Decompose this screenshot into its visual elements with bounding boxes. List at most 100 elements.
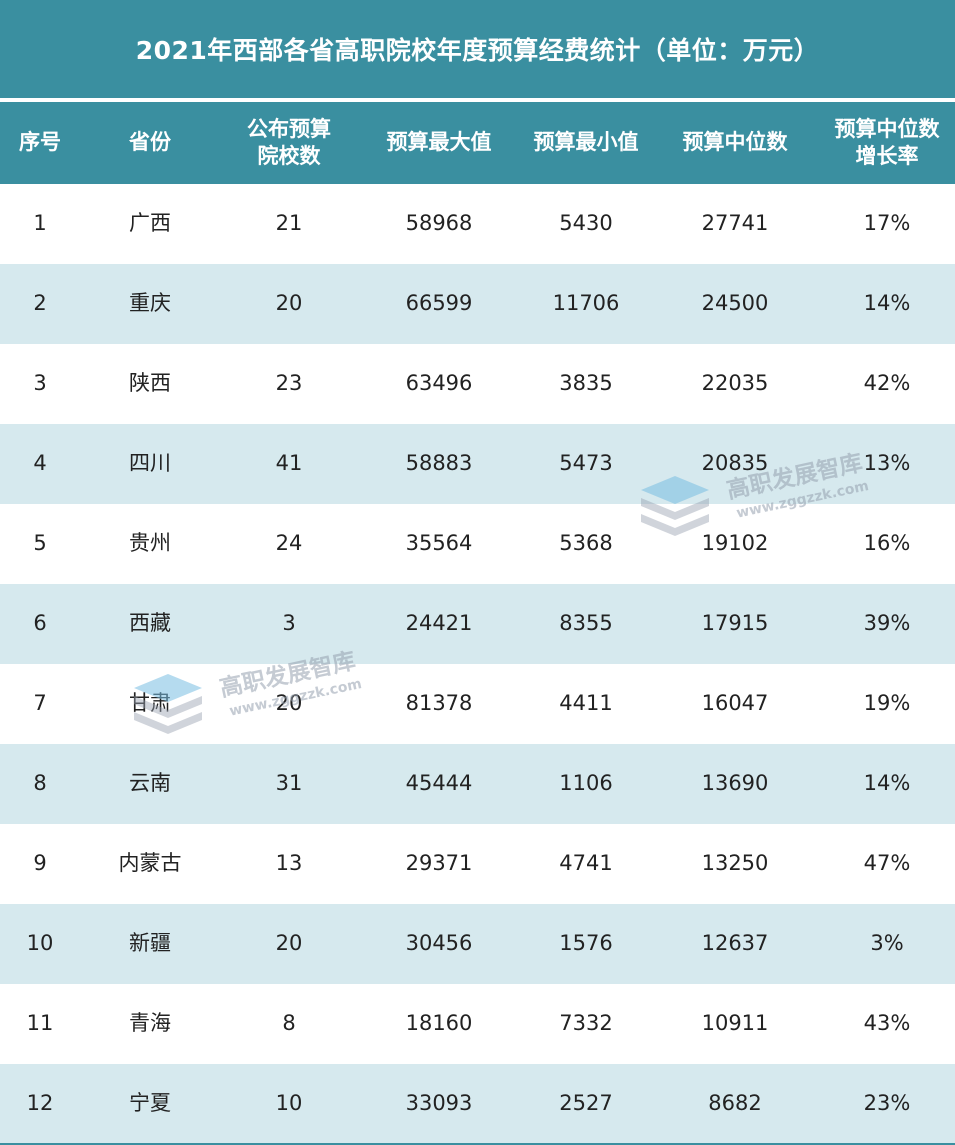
cell-col-province: 新疆 [129, 931, 171, 956]
cell-col-median-growth: 14% [863, 291, 911, 316]
cell-col-median-growth: 17% [863, 211, 911, 236]
cell-col-school-count: 21 [275, 211, 303, 236]
header-col-budget-min: 预算最小值 [511, 102, 661, 184]
cell-col-budget-min: 5368 [559, 531, 613, 556]
cell-col-budget-min: 11706 [552, 291, 620, 316]
cell-col-index: 9 [33, 851, 47, 876]
header-text: 公布预算 [247, 116, 331, 141]
cell-col-school-count: 20 [275, 691, 303, 716]
cell-col-index: 2 [33, 291, 47, 316]
cell-col-school-count: 20 [275, 291, 303, 316]
cell-col-budget-median: 27741 [701, 211, 769, 236]
cell-col-median-growth: 43% [863, 1011, 911, 1036]
header-col-budget-max: 预算最大值 [364, 102, 514, 184]
cell-col-index: 5 [33, 531, 47, 556]
cell-col-province: 西藏 [129, 611, 171, 636]
cell-col-budget-median: 16047 [701, 691, 769, 716]
header-text: 省份 [129, 130, 171, 155]
cell-col-budget-max: 35564 [405, 531, 473, 556]
table-row: 3 陕西 23 63496 3835 22035 42% [0, 344, 955, 424]
cell-col-budget-max: 81378 [405, 691, 473, 716]
cell-col-budget-max: 45444 [405, 771, 473, 796]
header-col-school-count: 公布预算 院校数 [224, 102, 354, 184]
table-row: 9 内蒙古 13 29371 4741 13250 47% [0, 824, 955, 904]
cell-col-school-count: 13 [275, 851, 303, 876]
header-col-index: 序号 [0, 102, 80, 184]
table-row: 5 贵州 24 35564 5368 19102 16% [0, 504, 955, 584]
cell-col-index: 1 [33, 211, 47, 236]
cell-col-province: 云南 [129, 771, 171, 796]
header-text: 预算中位数 [682, 130, 788, 155]
cell-col-median-growth: 3% [870, 931, 904, 956]
cell-col-budget-min: 5473 [559, 451, 613, 476]
cell-col-province: 陕西 [129, 371, 171, 396]
cell-col-budget-max: 58883 [405, 451, 473, 476]
table-title: 2021年西部各省高职院校年度预算经费统计（单位：万元） [0, 0, 955, 98]
cell-col-school-count: 23 [275, 371, 303, 396]
cell-col-index: 8 [33, 771, 47, 796]
cell-col-budget-median: 12637 [701, 931, 769, 956]
cell-col-budget-min: 8355 [559, 611, 613, 636]
cell-col-budget-min: 2527 [559, 1091, 613, 1116]
cell-col-province: 内蒙古 [118, 851, 182, 876]
header-col-median-growth: 预算中位数 增长率 [817, 102, 955, 184]
cell-col-budget-max: 66599 [405, 291, 473, 316]
cell-col-budget-min: 1106 [559, 771, 613, 796]
cell-col-school-count: 8 [282, 1011, 296, 1036]
cell-col-budget-min: 1576 [559, 931, 613, 956]
cell-col-province: 贵州 [129, 531, 171, 556]
cell-col-median-growth: 23% [863, 1091, 911, 1116]
cell-col-index: 3 [33, 371, 47, 396]
cell-col-median-growth: 39% [863, 611, 911, 636]
table-row: 8 云南 31 45444 1106 13690 14% [0, 744, 955, 824]
cell-col-budget-max: 18160 [405, 1011, 473, 1036]
table-row: 4 四川 41 58883 5473 20835 13% [0, 424, 955, 504]
cell-col-index: 11 [26, 1011, 54, 1036]
cell-col-median-growth: 16% [863, 531, 911, 556]
table-row: 2 重庆 20 66599 11706 24500 14% [0, 264, 955, 344]
cell-col-school-count: 10 [275, 1091, 303, 1116]
cell-col-budget-median: 24500 [701, 291, 769, 316]
header-col-budget-median: 预算中位数 [660, 102, 810, 184]
cell-col-index: 12 [26, 1091, 54, 1116]
cell-col-budget-median: 8682 [708, 1091, 762, 1116]
cell-col-budget-min: 4411 [559, 691, 613, 716]
table-row: 11 青海 8 18160 7332 10911 43% [0, 984, 955, 1064]
cell-col-budget-max: 30456 [405, 931, 473, 956]
table-row: 7 甘肃 20 81378 4411 16047 19% [0, 664, 955, 744]
cell-col-median-growth: 19% [863, 691, 911, 716]
cell-col-province: 重庆 [129, 291, 171, 316]
cell-col-province: 四川 [129, 451, 171, 476]
cell-col-index: 4 [33, 451, 47, 476]
cell-col-school-count: 3 [282, 611, 296, 636]
cell-col-province: 宁夏 [129, 1091, 171, 1116]
cell-col-budget-max: 33093 [405, 1091, 473, 1116]
cell-col-budget-median: 17915 [701, 611, 769, 636]
cell-col-median-growth: 13% [863, 451, 911, 476]
header-text: 院校数 [257, 144, 321, 168]
cell-col-province: 甘肃 [129, 691, 171, 716]
cell-col-median-growth: 47% [863, 851, 911, 876]
cell-col-index: 10 [26, 931, 54, 956]
cell-col-province: 广西 [129, 211, 171, 236]
table-row: 1 广西 21 58968 5430 27741 17% [0, 184, 955, 264]
cell-col-school-count: 41 [275, 451, 303, 476]
cell-col-median-growth: 42% [863, 371, 911, 396]
cell-col-province: 青海 [129, 1011, 171, 1036]
cell-col-budget-max: 29371 [405, 851, 473, 876]
cell-col-median-growth: 14% [863, 771, 911, 796]
cell-col-school-count: 24 [275, 531, 303, 556]
cell-col-school-count: 31 [275, 771, 303, 796]
cell-col-budget-min: 5430 [559, 211, 613, 236]
header-row: 序号 省份 公布预算 院校数 预算最大值 预算最小值 预算中位数 预算中位数 增长率 [0, 102, 955, 184]
title-divider [0, 98, 955, 102]
cell-col-budget-min: 7332 [559, 1011, 613, 1036]
header-text: 预算最小值 [533, 130, 639, 155]
cell-col-budget-median: 13250 [701, 851, 769, 876]
header-text: 预算中位数 [834, 116, 940, 141]
header-text: 序号 [19, 130, 61, 155]
cell-col-budget-max: 63496 [405, 371, 473, 396]
bottom-border [0, 1143, 955, 1145]
table-row: 6 西藏 3 24421 8355 17915 39% [0, 584, 955, 664]
